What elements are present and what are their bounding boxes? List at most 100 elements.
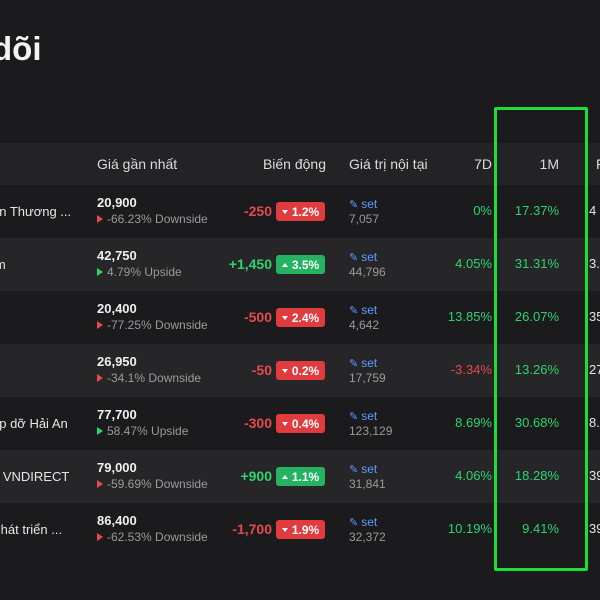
change-percent: 2.4% — [291, 310, 320, 325]
change-percent: 0.4% — [291, 416, 320, 431]
change-1m: 30.68% — [514, 415, 559, 430]
next-column-value: 3. — [589, 256, 600, 271]
stock-name[interactable]: Phát triển ... — [0, 522, 63, 537]
last-price: 20,900 — [97, 195, 137, 210]
change-absolute: -250 — [243, 203, 272, 219]
table-row[interactable]: ôn Thương ... 20,900 -66.23% Downside -250 1… — [0, 185, 600, 238]
stock-name[interactable]: ôn Thương ... — [0, 204, 72, 219]
pencil-icon: ✎ — [349, 464, 359, 476]
intrinsic-value: 44,796 — [349, 265, 386, 279]
change-7d: 4.06% — [455, 468, 492, 483]
change-percent-badge: 1.9% — [276, 520, 325, 539]
caret-down-icon — [281, 368, 288, 373]
next-column-value: 39 — [589, 521, 600, 536]
next-column-value: 35 — [589, 309, 600, 324]
change-7d: 8.69% — [455, 415, 492, 430]
last-price: 77,700 — [97, 407, 137, 422]
pencil-icon: ✎ — [349, 305, 359, 317]
change-absolute: -500 — [243, 309, 272, 325]
table-row[interactable]: n VNDIRECT 79,000 -59.69% Downside +900 1.1%… — [0, 450, 600, 503]
caret-up-icon — [281, 262, 288, 267]
set-link-label: set — [361, 409, 378, 423]
header-price[interactable]: Giá gần nhất — [97, 156, 178, 172]
last-price: 79,000 — [97, 460, 137, 475]
set-intrinsic-link[interactable]: ✎ set — [349, 356, 377, 370]
stock-name[interactable]: ếp dỡ Hải An — [0, 416, 68, 431]
change-7d: -3.34% — [450, 362, 492, 377]
potential-text: -62.53% Downside — [97, 530, 208, 544]
change-percent: 0.2% — [291, 363, 320, 378]
set-intrinsic-link[interactable]: ✎ set — [349, 462, 377, 476]
pencil-icon: ✎ — [349, 411, 359, 423]
potential-value: -66.23% Downside — [107, 212, 208, 226]
change-percent-badge: 1.2% — [276, 202, 325, 221]
triangle-down-icon — [97, 374, 103, 382]
table-row[interactable]: im 42,750 4.79% Upside +1,450 3.5% ✎set44,796… — [0, 238, 600, 291]
change-percent: 1.9% — [291, 522, 320, 537]
set-intrinsic-link[interactable]: ✎ set — [349, 515, 377, 529]
header-next-column[interactable]: F — [596, 156, 600, 172]
change-absolute: +900 — [240, 468, 272, 484]
caret-down-icon — [281, 421, 288, 426]
set-link-label: set — [361, 303, 378, 317]
intrinsic-value: 17,759 — [349, 371, 386, 385]
potential-text: -59.69% Downside — [97, 477, 208, 491]
set-intrinsic-link[interactable]: ✎ set — [349, 303, 377, 317]
change-percent-badge: 1.1% — [276, 467, 325, 486]
set-link-label: set — [361, 356, 378, 370]
change-7d: 13.85% — [447, 309, 492, 324]
set-intrinsic-link[interactable]: ✎ set — [349, 250, 377, 264]
last-price: 26,950 — [97, 354, 137, 369]
header-7d[interactable]: 7D — [474, 156, 492, 172]
triangle-up-icon — [97, 427, 103, 435]
stock-name[interactable]: n VNDIRECT — [0, 469, 70, 484]
change-percent-badge: 2.4% — [276, 308, 325, 327]
table-header: Giá gần nhất Biến động Giá trị nội tại 7… — [0, 143, 600, 185]
potential-text: -34.1% Downside — [97, 371, 201, 385]
potential-value: 4.79% Upside — [107, 265, 182, 279]
change-percent-badge: 0.2% — [276, 361, 325, 380]
stock-name[interactable]: im — [0, 257, 6, 272]
next-column-value: 27 — [589, 362, 600, 377]
potential-text: -77.25% Downside — [97, 318, 208, 332]
change-1m: 17.37% — [514, 203, 559, 218]
potential-value: -77.25% Downside — [107, 318, 208, 332]
change-7d: 10.19% — [447, 521, 492, 536]
change-7d: 0% — [473, 203, 492, 218]
table-row[interactable]: ếp dỡ Hải An 77,700 58.47% Upside -300 0.4% ✎… — [0, 397, 600, 450]
change-absolute: -50 — [251, 362, 272, 378]
change-7d: 4.05% — [455, 256, 492, 271]
set-intrinsic-link[interactable]: ✎ set — [349, 409, 377, 423]
set-link-label: set — [361, 515, 378, 529]
change-absolute: +1,450 — [228, 256, 272, 272]
pencil-icon: ✎ — [349, 252, 359, 264]
table-row[interactable]: 20,400 -77.25% Downside -500 2.4% ✎ set 4,642 1… — [0, 291, 600, 344]
pencil-icon: ✎ — [349, 517, 359, 529]
change-absolute: -300 — [243, 415, 272, 431]
change-percent: 3.5% — [291, 257, 320, 272]
pencil-icon: ✎ — [349, 199, 359, 211]
table-row[interactable]: Phát triển ... 86,400 -62.53% Downside -1,7… — [0, 503, 600, 556]
set-intrinsic-link[interactable]: ✎ set — [349, 197, 377, 211]
triangle-down-icon — [97, 480, 103, 488]
header-intrinsic-value[interactable]: Giá trị nội tại — [349, 156, 428, 172]
change-1m: 31.31% — [514, 256, 559, 271]
page-title: dõi — [0, 30, 42, 67]
potential-text: -66.23% Downside — [97, 212, 208, 226]
table-row[interactable]: 26,950 -34.1% Downside -50 0.2% ✎ set 17,759 -3… — [0, 344, 600, 397]
header-change[interactable]: Biến động — [262, 156, 326, 172]
pencil-icon: ✎ — [349, 358, 359, 370]
potential-text: 4.79% Upside — [97, 265, 182, 279]
change-percent-badge: 0.4% — [276, 414, 325, 433]
potential-value: -59.69% Downside — [107, 477, 208, 491]
change-1m: 18.28% — [514, 468, 559, 483]
intrinsic-value: 31,841 — [349, 477, 386, 491]
change-percent: 1.2% — [291, 204, 320, 219]
triangle-down-icon — [97, 533, 103, 541]
header-1m[interactable]: 1M — [539, 156, 559, 172]
change-1m: 26.07% — [514, 309, 559, 324]
potential-value: -62.53% Downside — [107, 530, 208, 544]
caret-down-icon — [281, 209, 288, 214]
caret-down-icon — [281, 527, 288, 532]
set-link-label: set — [361, 197, 378, 211]
